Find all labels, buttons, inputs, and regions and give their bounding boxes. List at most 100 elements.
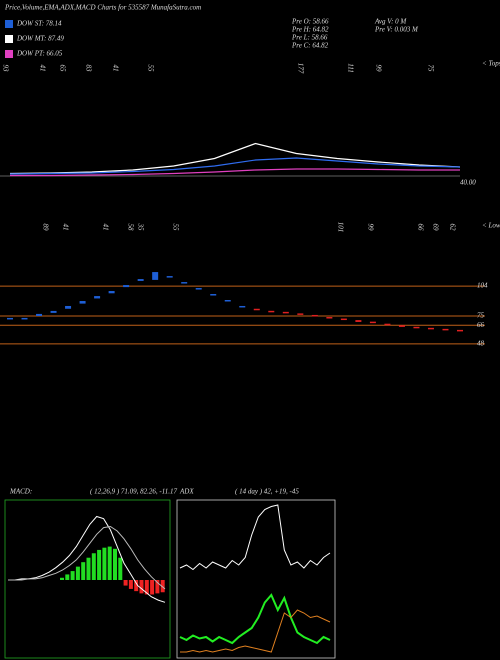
macd-bar xyxy=(70,571,75,580)
adx-panel xyxy=(176,499,336,659)
candle xyxy=(457,329,463,332)
macd-bar xyxy=(97,549,102,580)
info-text: Pre C: 64.82 xyxy=(291,42,329,50)
low-label: 66 xyxy=(416,224,424,232)
macd-bar xyxy=(91,553,96,580)
candle xyxy=(224,300,231,302)
legend-label: DOW PT: 66.05 xyxy=(16,50,63,58)
top-label: 41 xyxy=(111,65,119,72)
legend-swatch xyxy=(5,20,13,28)
low-label: 89 xyxy=(41,224,49,232)
low-label: 62 xyxy=(448,224,456,232)
candle xyxy=(398,325,405,327)
macd-bar xyxy=(86,557,91,580)
low-label: 99 xyxy=(366,224,374,232)
info-text: Pre V: 0.003 M xyxy=(374,26,419,34)
low-label: 58 xyxy=(126,224,134,232)
candle xyxy=(79,301,86,304)
y-tick-label: 66 xyxy=(477,321,485,329)
y-tick-label: 48 xyxy=(477,339,485,347)
macd-bar xyxy=(75,566,80,580)
candle xyxy=(65,305,72,309)
macd-bar xyxy=(60,577,64,580)
top-label: 99 xyxy=(374,65,382,73)
candle xyxy=(253,308,260,311)
signal-line xyxy=(8,525,166,590)
macd-bar xyxy=(123,580,128,586)
macd-line xyxy=(8,515,166,603)
macd-bar xyxy=(134,580,139,592)
candle xyxy=(152,272,159,280)
info-text: Pre H: 64.82 xyxy=(291,26,329,34)
candle xyxy=(384,323,391,326)
low-label: 41 xyxy=(101,224,109,231)
candle xyxy=(413,326,420,329)
macd-bar xyxy=(160,580,165,593)
adx-line xyxy=(179,593,331,645)
chart-title: Price,Volume,EMA,ADX,MACD Charts for 535… xyxy=(4,4,201,12)
macd-panel xyxy=(4,499,171,659)
low-label: 55 xyxy=(171,224,179,232)
candle xyxy=(427,327,434,330)
adx-params: ( 14 day ) 42, +19, -45 xyxy=(235,488,299,496)
low-label: 69 xyxy=(431,224,439,232)
top-label: 111 xyxy=(346,63,354,72)
top-label: 177 xyxy=(296,63,304,74)
adx-label: ADX xyxy=(179,488,194,496)
top-label: 75 xyxy=(426,65,434,73)
macd-bar xyxy=(81,562,86,580)
candle xyxy=(311,314,318,317)
top-label: 41 xyxy=(38,65,46,72)
macd-label: MACD: xyxy=(9,488,32,496)
candle xyxy=(123,285,130,288)
candle xyxy=(108,291,115,294)
info-text: Avg V: 0 M xyxy=(374,18,407,26)
y-tick-label: 104 xyxy=(477,282,488,290)
info-text: Pre L: 58.66 xyxy=(291,34,328,42)
adx-line xyxy=(180,609,331,653)
top-label: 83 xyxy=(84,65,92,73)
candle xyxy=(239,305,246,308)
legend-label: DOW ST: 78.14 xyxy=(16,20,62,28)
candle xyxy=(181,282,188,284)
macd-params: ( 12,26,9 ) 71.09, 82.26, -11.17 xyxy=(90,488,177,496)
info-text: Pre O: 58.66 xyxy=(291,18,329,26)
candle xyxy=(166,276,173,278)
candle xyxy=(282,311,289,314)
top-label: 93 xyxy=(1,65,9,73)
candle xyxy=(340,318,347,321)
macd-bar xyxy=(118,557,123,580)
legend-swatch xyxy=(5,50,13,58)
macd-bar xyxy=(128,580,133,589)
legend-swatch xyxy=(5,35,13,43)
price-label: 40.00 xyxy=(460,179,476,187)
candle xyxy=(195,288,202,290)
candle xyxy=(369,321,376,324)
ema-line xyxy=(9,142,461,175)
low-label: 41 xyxy=(61,224,69,231)
macd-bar xyxy=(139,580,144,594)
y-tick-label: 75 xyxy=(477,312,485,320)
candle xyxy=(21,317,28,320)
low-label: 101 xyxy=(336,222,344,233)
adx-line xyxy=(179,504,331,571)
macd-bar xyxy=(144,580,149,595)
candle xyxy=(268,310,275,313)
legend-label: DOW MT: 87.49 xyxy=(16,35,64,43)
ema-line xyxy=(10,168,460,177)
candle xyxy=(297,313,304,315)
macd-bar xyxy=(107,546,112,580)
top-label: 55 xyxy=(146,65,154,73)
tops-caption: < Tops xyxy=(482,60,500,68)
macd-bar xyxy=(150,580,155,595)
lows-caption: < Lows xyxy=(482,222,500,230)
candle xyxy=(326,317,333,319)
candle xyxy=(36,313,43,316)
macd-bar xyxy=(65,574,70,580)
candle xyxy=(442,328,449,331)
candle xyxy=(355,320,362,322)
candle xyxy=(50,310,57,313)
top-label: 65 xyxy=(58,65,66,73)
macd-bar xyxy=(155,580,160,594)
candle xyxy=(7,317,13,320)
